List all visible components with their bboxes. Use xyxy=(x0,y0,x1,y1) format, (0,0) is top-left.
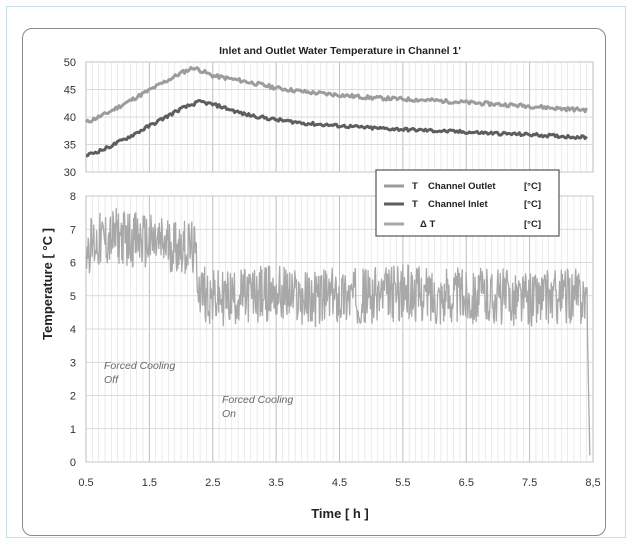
y-tick-label-lower: 1 xyxy=(70,424,76,436)
x-tick-label: 7.5 xyxy=(522,477,537,489)
x-tick-label: 4.5 xyxy=(332,477,347,489)
series-line-inlet xyxy=(85,99,588,158)
legend-unit-delta: [°C] xyxy=(524,219,541,230)
legend-box xyxy=(375,169,560,237)
legend-unit-inlet: [°C] xyxy=(524,199,541,210)
x-tick-label: 5.5 xyxy=(395,477,410,489)
x-tick-label: 8,5 xyxy=(585,477,600,489)
tick-labels: 0.5 1.5 2.5 3.5 4.5 5.5 6.5 7.5 8,53035404550012… xyxy=(64,57,601,489)
legend-symbol-delta: Δ T xyxy=(420,219,435,230)
annotation-cooling-on-line2: On xyxy=(222,408,236,420)
annotation-cooling-off-line2: Off xyxy=(104,374,119,386)
y-axis-label: Temperature [ °C ] xyxy=(40,228,55,340)
x-tick-label: 2.5 xyxy=(205,477,220,489)
legend-symbol-inlet: T xyxy=(412,199,418,210)
legend-symbol-outlet: T xyxy=(412,181,418,192)
legend-label-outlet: Channel Outlet xyxy=(428,181,496,192)
series-layer xyxy=(84,66,591,456)
annotation-cooling-off-line1: Forced Cooling xyxy=(104,360,175,372)
chart-title: Inlet and Outlet Water Temperature in Ch… xyxy=(219,45,461,57)
legend-label-inlet: Channel Inlet xyxy=(428,199,488,210)
x-tick-label: 1.5 xyxy=(142,477,157,489)
x-tick-label: 0.5 xyxy=(78,477,93,489)
y-tick-label-lower: 4 xyxy=(70,324,76,336)
y-tick-label-lower: 8 xyxy=(70,191,76,203)
legend: T Channel Outlet [°C] T Channel Inlet [°… xyxy=(375,169,560,237)
y-tick-label-lower: 2 xyxy=(70,391,76,403)
series-line-delta-t xyxy=(85,207,591,456)
y-tick-label-lower: 7 xyxy=(70,224,76,236)
x-tick-label: 3.5 xyxy=(268,477,283,489)
y-tick-label-upper: 50 xyxy=(64,57,76,69)
y-tick-label-upper: 30 xyxy=(64,167,76,179)
y-tick-label-upper: 45 xyxy=(64,85,76,97)
series-line-outlet xyxy=(84,66,589,124)
grid-lines xyxy=(85,61,594,463)
y-tick-label-upper: 35 xyxy=(64,140,76,152)
y-tick-label-lower: 3 xyxy=(70,357,76,369)
y-tick-label-lower: 0 xyxy=(70,457,76,469)
x-tick-label: 6.5 xyxy=(459,477,474,489)
x-axis-label: Time [ h ] xyxy=(311,506,369,521)
legend-unit-outlet: [°C] xyxy=(524,181,541,192)
annotation-cooling-on-line1: Forced Cooling xyxy=(222,394,293,406)
y-tick-label-upper: 40 xyxy=(64,112,76,124)
y-tick-label-lower: 6 xyxy=(70,258,76,270)
y-tick-label-lower: 5 xyxy=(70,291,76,303)
